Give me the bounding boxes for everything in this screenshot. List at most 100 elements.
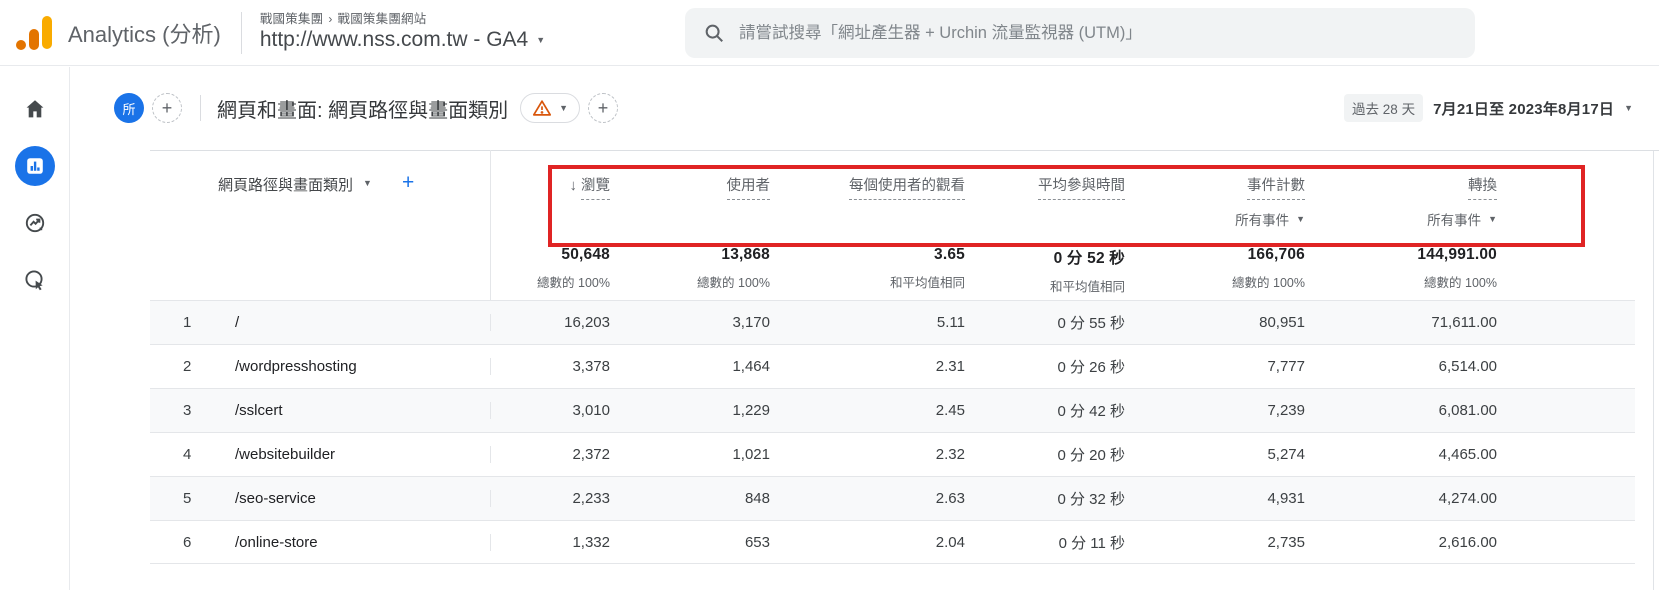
avg-engagement-time-value: 0 分 20 秒 <box>1057 447 1125 464</box>
row-index: 3 <box>183 402 192 419</box>
users-value: 848 <box>744 490 770 507</box>
search-input[interactable] <box>739 23 1457 43</box>
conversions-value: 4,274.00 <box>1438 490 1497 507</box>
report-header-bar: 所 + 網頁和畫面: 網頁路徑與畫面類別 ▼ + 過去 28 天 7月21日至 … <box>70 66 1659 150</box>
scrollbar-track[interactable] <box>1653 151 1654 590</box>
row-index: 1 <box>183 314 192 331</box>
column-header-views[interactable]: ↓ 瀏覽 <box>490 150 610 230</box>
chevron-down-icon: ▼ <box>559 102 569 113</box>
row-index: 6 <box>183 533 192 551</box>
page-title: 網頁和畫面: 網頁路徑與畫面類別 <box>217 99 509 122</box>
sidebar-item-advertising[interactable] <box>15 260 55 300</box>
users-value: 1,021 <box>732 446 770 463</box>
total-event-count: 166,706 總數的 100% <box>1232 246 1305 290</box>
conversions-value: 2,616.00 <box>1438 533 1497 551</box>
page-path-value: /seo-service <box>235 490 316 507</box>
column-header-conversions[interactable]: 轉換 所有事件 ▼ <box>1305 150 1497 230</box>
event-count-value: 7,239 <box>1267 402 1305 419</box>
date-range-picker[interactable]: 過去 28 天 7月21日至 2023年8月17日 ▼ <box>1344 94 1659 122</box>
date-range-text: 7月21日至 2023年8月17日 <box>1433 100 1615 118</box>
sidebar-item-home[interactable] <box>15 89 55 129</box>
breadcrumb-separator-icon: › <box>328 11 333 26</box>
avg-engagement-time-value: 0 分 42 秒 <box>1057 403 1125 420</box>
views-per-user-value: 2.04 <box>935 533 965 551</box>
conversion-filter-label: 所有事件 <box>1427 213 1482 228</box>
table-row: 6 /online-store 1,332 653 2.04 0 分 11 秒 … <box>150 520 1635 564</box>
users-value: 1,464 <box>732 358 770 375</box>
column-header-views-per-user[interactable]: 每個使用者的觀看 <box>770 150 965 230</box>
event-filter-label: 所有事件 <box>1235 213 1290 228</box>
views-value: 2,372 <box>490 446 610 463</box>
users-value: 3,170 <box>732 314 770 331</box>
plus-icon: + <box>597 97 609 118</box>
breadcrumb-account: 戰國策集團 <box>259 11 324 26</box>
column-header-label: 使用者 <box>726 174 770 200</box>
column-header-avg-engagement-time[interactable]: 平均參與時間 <box>965 150 1125 230</box>
property-name: http://www.nss.com.tw - GA4 <box>259 28 529 52</box>
conversions-value: 6,514.00 <box>1438 358 1497 375</box>
column-header-label: 平均參與時間 <box>1038 174 1125 200</box>
report-table: 網頁路徑與畫面類別 ▼ + ↓ 瀏覽 使用者 每個使用者的觀看 平均參與時間 事件… <box>150 150 1635 564</box>
analytics-logo-icon <box>16 15 54 50</box>
users-value: 653 <box>744 533 770 551</box>
advertising-cursor-icon <box>24 270 43 291</box>
add-comparison-button[interactable]: + <box>152 93 182 123</box>
table-row: 5 /seo-service 2,233 848 2.63 0 分 32 秒 4… <box>150 476 1635 520</box>
avg-engagement-time-value: 0 分 26 秒 <box>1057 359 1125 376</box>
breadcrumb-property: 戰國策集團網站 <box>337 11 427 26</box>
app-name: Analytics (分析) <box>68 21 221 47</box>
event-count-value: 80,951 <box>1259 314 1305 331</box>
chevron-down-icon: ▼ <box>1624 102 1633 113</box>
total-avg-engagement-time: 0 分 52 秒 和平均值相同 <box>1049 250 1125 294</box>
table-row: 3 /sslcert 3,010 1,229 2.45 0 分 42 秒 7,2… <box>150 388 1635 432</box>
avg-engagement-time-value: 0 分 11 秒 <box>1058 534 1125 552</box>
page-path-value: /websitebuilder <box>235 446 336 463</box>
event-count-value: 7,777 <box>1267 358 1305 375</box>
sidebar-item-explore[interactable] <box>15 203 55 243</box>
sidebar-item-reports[interactable] <box>14 146 55 186</box>
table-header-row: 網頁路徑與畫面類別 ▼ + ↓ 瀏覽 使用者 每個使用者的觀看 平均參與時間 事件… <box>150 150 1635 230</box>
search-bar[interactable] <box>685 8 1475 58</box>
views-per-user-value: 2.31 <box>935 358 965 375</box>
table-body: 1 / 16,203 3,170 5.11 0 分 55 秒 80,951 71… <box>150 300 1635 564</box>
column-header-users[interactable]: 使用者 <box>610 150 770 230</box>
avg-engagement-time-value: 0 分 32 秒 <box>1057 491 1125 508</box>
data-quality-button[interactable]: ▼ <box>520 93 581 123</box>
column-header-event-count[interactable]: 事件計數 所有事件 ▼ <box>1125 150 1305 230</box>
table-row: 1 / 16,203 3,170 5.11 0 分 55 秒 80,951 71… <box>150 300 1635 344</box>
views-value: 3,010 <box>490 402 610 419</box>
bar-chart-icon <box>26 158 43 174</box>
event-filter-dropdown[interactable]: 所有事件 ▼ <box>1125 209 1305 229</box>
top-bar: Analytics (分析) 戰國策集團 › 戰國策集團網站 http://www.… <box>0 0 1659 66</box>
table-top-divider <box>150 150 1659 151</box>
add-column-button[interactable]: + <box>401 171 415 194</box>
page-path-value: /online-store <box>235 533 318 551</box>
column-header-label: 轉換 <box>1468 174 1497 200</box>
date-range-preset-badge: 過去 28 天 <box>1344 94 1424 122</box>
add-report-tab-button[interactable]: + <box>588 93 619 123</box>
chevron-down-icon: ▼ <box>536 34 546 45</box>
page-path-value: /wordpresshosting <box>235 358 357 375</box>
comparison-chip[interactable]: 所 <box>114 93 144 123</box>
views-value: 1,332 <box>490 533 610 551</box>
event-count-value: 2,735 <box>1267 533 1305 551</box>
conversions-value: 6,081.00 <box>1438 402 1497 419</box>
row-index: 5 <box>183 490 192 507</box>
chevron-down-icon: ▼ <box>1488 213 1497 224</box>
total-conversions: 144,991.00 總數的 100% <box>1417 246 1497 290</box>
plus-icon: + <box>161 97 173 118</box>
event-count-value: 4,931 <box>1267 490 1305 507</box>
sort-desc-icon: ↓ <box>569 177 578 194</box>
total-users: 13,868 總數的 100% <box>697 246 770 290</box>
column-header-label: 事件計數 <box>1247 174 1305 200</box>
avg-engagement-time-value: 0 分 55 秒 <box>1057 315 1125 332</box>
chevron-down-icon: ▼ <box>1296 213 1305 224</box>
dimension-header-cell[interactable]: 網頁路徑與畫面類別 ▼ + <box>150 150 490 230</box>
left-nav-rail <box>0 67 70 590</box>
header-divider <box>240 11 242 54</box>
event-count-value: 5,274 <box>1267 446 1305 463</box>
dimension-header-label: 網頁路徑與畫面類別 <box>218 177 354 194</box>
conversion-filter-dropdown[interactable]: 所有事件 ▼ <box>1305 209 1497 229</box>
property-selector[interactable]: 戰國策集團 › 戰國策集團網站 http://www.nss.com.tw - GA… <box>260 12 545 54</box>
table-row: 2 /wordpresshosting 3,378 1,464 2.31 0 分… <box>150 344 1635 388</box>
